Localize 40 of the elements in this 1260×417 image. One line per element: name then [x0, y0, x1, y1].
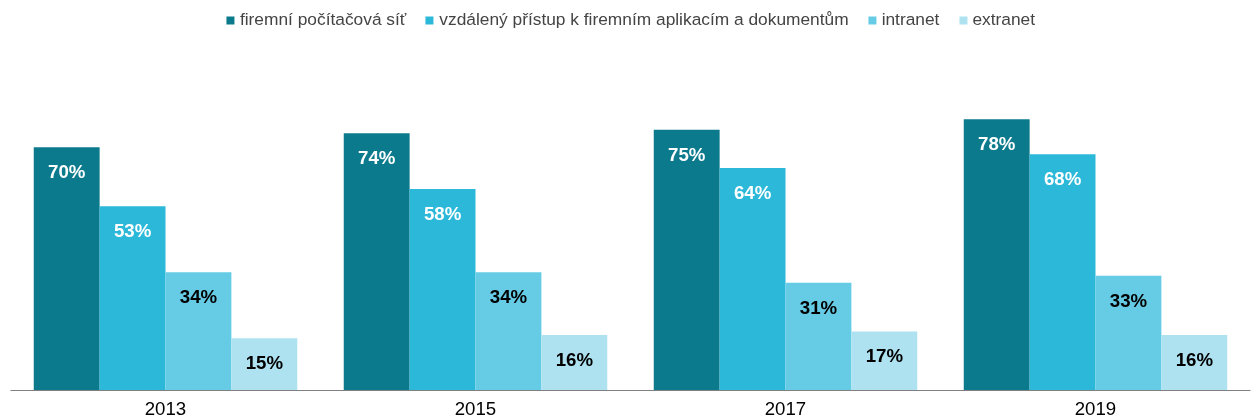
data-label: 15%	[245, 352, 284, 374]
bar	[231, 338, 298, 391]
bar	[963, 119, 1030, 391]
data-label: 34%	[489, 286, 528, 308]
bar	[1029, 154, 1096, 391]
legend-label: extranet	[972, 9, 1036, 30]
legend-label: intranet	[881, 9, 940, 30]
legend-label: vzdálený přístup k firemním aplikacím a dokumentům	[439, 9, 849, 30]
bar	[343, 133, 410, 391]
data-label: 58%	[423, 202, 462, 224]
data-label: 34%	[179, 286, 218, 308]
bar	[99, 206, 166, 391]
data-label: 17%	[865, 345, 904, 367]
x-tick-label: 2019	[1074, 397, 1117, 417]
bar	[1095, 275, 1162, 391]
bar	[851, 331, 918, 391]
legend-label: firemní počítačová síť	[239, 9, 407, 30]
bar	[475, 272, 542, 391]
data-label: 70%	[48, 161, 86, 183]
bar	[719, 168, 786, 391]
x-tick-label: 2017	[764, 397, 807, 417]
data-label: 75%	[668, 143, 706, 165]
data-label: 78%	[978, 133, 1016, 155]
data-label: 16%	[1175, 348, 1214, 370]
data-label: 31%	[799, 296, 838, 318]
data-label: 53%	[113, 220, 152, 242]
data-label: 68%	[1043, 168, 1082, 190]
x-tick-label: 2015	[454, 397, 497, 417]
data-label: 33%	[1109, 289, 1148, 311]
bar	[541, 334, 608, 391]
bar	[785, 282, 852, 391]
bar	[409, 188, 476, 391]
data-label: 16%	[555, 348, 594, 370]
bar	[33, 147, 100, 391]
bar	[1161, 334, 1228, 391]
data-label: 74%	[358, 147, 396, 169]
bar	[165, 272, 232, 391]
x-tick-label: 2013	[144, 397, 187, 417]
data-label: 64%	[733, 182, 772, 204]
bar	[653, 129, 720, 391]
